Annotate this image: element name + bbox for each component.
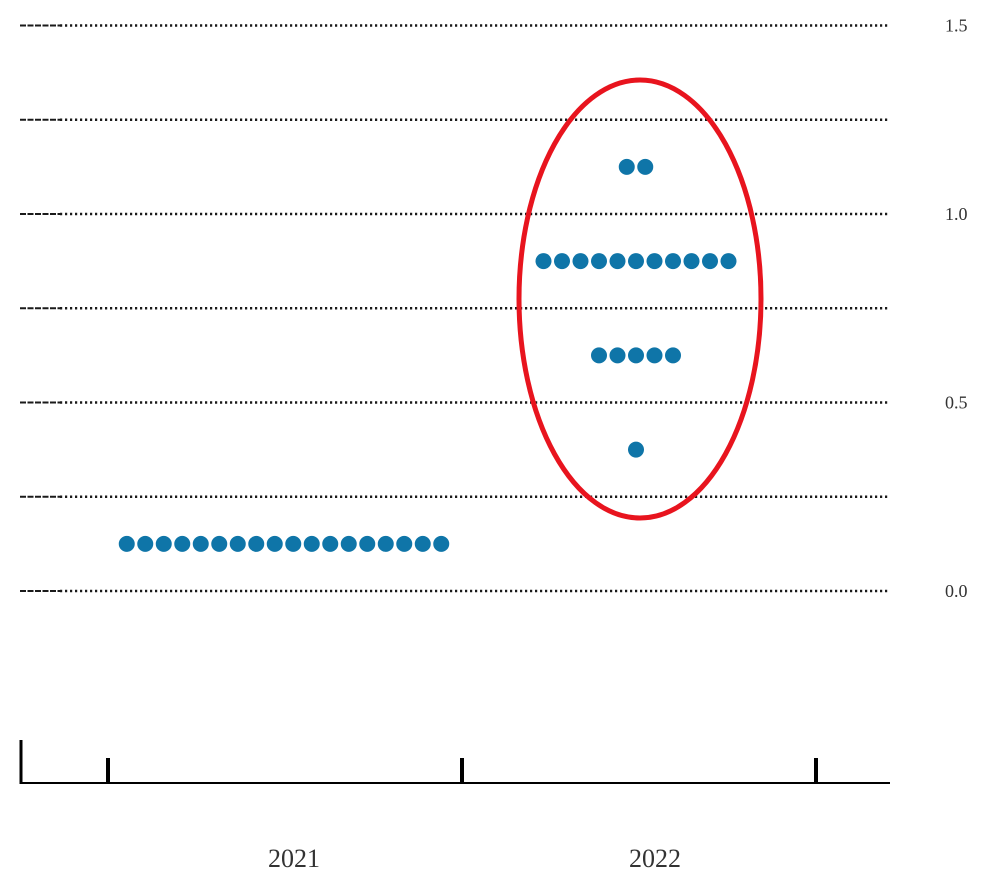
data-dot <box>628 253 644 270</box>
data-dot <box>535 253 552 270</box>
data-dot <box>340 535 357 552</box>
data-dot <box>211 535 228 552</box>
data-dot <box>683 253 700 270</box>
data-dot <box>359 535 376 552</box>
highlight-annotation <box>516 77 764 521</box>
data-dot <box>396 535 413 552</box>
data-dot <box>248 535 265 552</box>
data-dot <box>646 253 663 270</box>
data-dot <box>303 535 320 552</box>
data-dot <box>618 158 635 175</box>
data-dot <box>609 253 626 270</box>
data-dot <box>377 535 394 552</box>
data-dot <box>118 535 135 552</box>
data-dot <box>646 347 663 364</box>
highlight-ellipse <box>516 77 764 521</box>
data-dot <box>628 347 644 364</box>
data-dot <box>554 253 570 270</box>
x-axis <box>19 740 890 784</box>
data-dot <box>229 535 246 552</box>
y-tick-label: 0.5 <box>945 393 968 413</box>
data-dot <box>702 253 718 270</box>
y-axis-tick-labels: 0.0 0.5 1.0 1.5 <box>945 16 968 602</box>
data-dot <box>266 535 283 552</box>
data-dot <box>637 158 654 175</box>
data-dot <box>591 253 607 270</box>
data-dot <box>192 535 209 552</box>
data-dot <box>572 253 589 270</box>
x-category-label: 2021 <box>268 844 320 873</box>
data-dot <box>591 347 607 364</box>
data-dot <box>665 347 681 364</box>
data-dot <box>433 535 450 552</box>
data-dot <box>609 347 626 364</box>
y-tick-label: 0.0 <box>945 581 968 601</box>
x-axis-category-labels: 2021 2022 <box>268 844 681 873</box>
data-dot <box>137 535 154 552</box>
data-dot <box>720 253 737 270</box>
data-dot <box>322 535 339 552</box>
data-dot <box>665 253 681 270</box>
data-dot <box>414 535 431 552</box>
data-dot <box>174 535 191 552</box>
data-dot <box>628 441 644 458</box>
y-tick-label: 1.0 <box>945 204 968 224</box>
data-dot <box>155 535 172 552</box>
data-dots <box>118 158 737 552</box>
x-category-label: 2022 <box>629 844 681 873</box>
data-dot <box>285 535 302 552</box>
y-tick-label: 1.5 <box>945 16 968 36</box>
